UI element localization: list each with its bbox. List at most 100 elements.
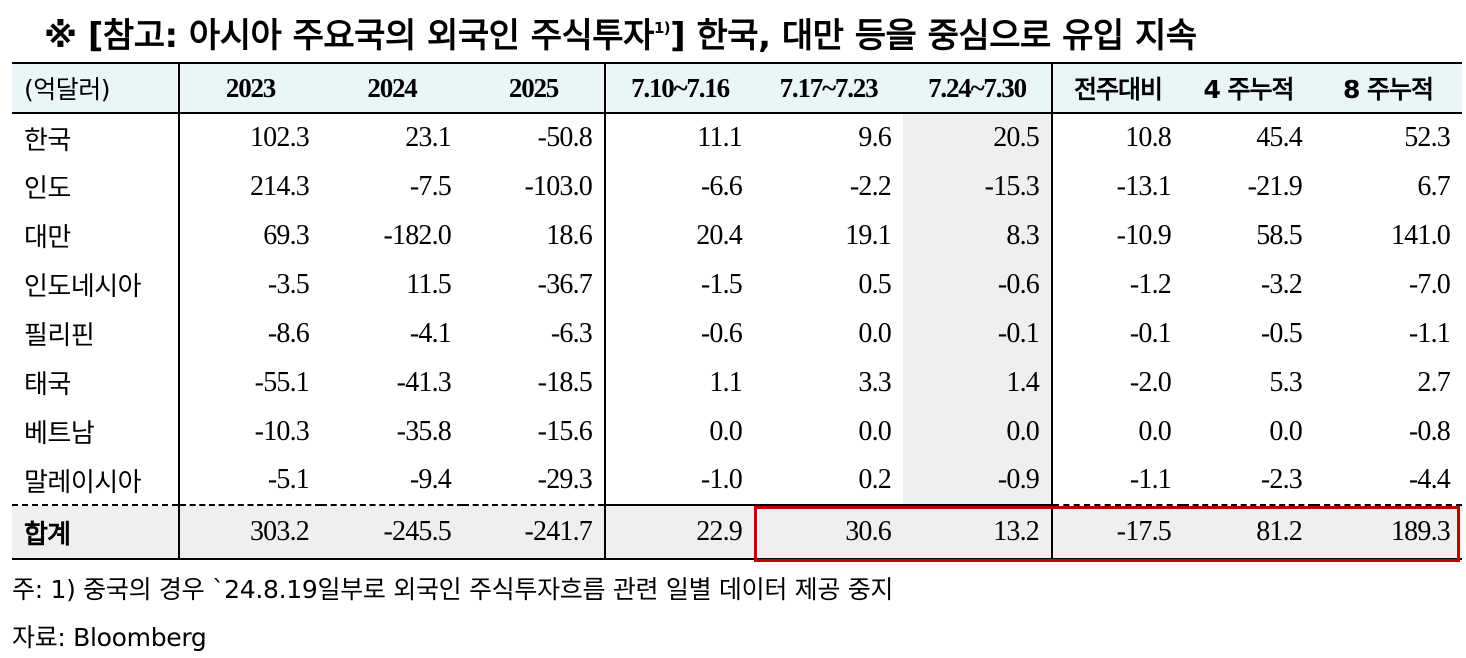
table-cell: -7.0 [1408, 268, 1451, 300]
table-cell: 6.7 [1417, 170, 1450, 202]
table-cell: 0.0 [903, 407, 1053, 456]
table-row: 인도네시아 -3.5 11.5 -36.7 -1.5 0.5 -0.6 -1.2 -3.2 -7.… [12, 260, 1462, 309]
total-label: 합계 [12, 505, 180, 560]
table-cell: 0.0 [858, 415, 891, 447]
foreign-equity-flow-table: (억달러) 2023 2024 2025 7.10~7.16 7.17~7.23… [12, 62, 1462, 560]
title-text: ※ [참고: 아시아 주요국의 외국인 주식투자 [44, 16, 654, 56]
table-cell: -7.5 [409, 170, 452, 202]
table-cell: -6.6 [700, 170, 743, 202]
country-name: 인도네시아 [12, 260, 180, 309]
table-cell: 1.1 [709, 366, 742, 398]
footnote: 주: 1) 중국의 경우 `24.8.19일부로 외국인 주식투자흐름 관련 일… [12, 575, 894, 604]
country-name: 대만 [12, 211, 180, 260]
table-cell: -3.2 [1260, 268, 1303, 300]
table-cell: 11.5 [406, 268, 452, 300]
total-cell: -17.5 [1052, 505, 1183, 560]
table-row: 말레이시아 -5.1 -9.4 -29.3 -1.0 0.2 -0.9 -1.1 -2.3 -4.… [12, 456, 1462, 506]
total-cell: 81.2 [1183, 505, 1314, 560]
table-cell: 69.3 [263, 219, 310, 251]
table-cell: 11.1 [697, 122, 743, 153]
table-cell: 23.1 [405, 122, 452, 153]
table-cell: -103.0 [463, 162, 606, 211]
table-cell: 0.5 [858, 268, 891, 300]
table-cell: 58.5 [1256, 219, 1303, 251]
table-cell: -8.6 [267, 317, 310, 349]
table-cell: -10.3 [254, 415, 310, 447]
total-cell: 30.6 [754, 505, 903, 560]
col-header-week3: 7.24~7.30 [903, 62, 1053, 114]
table-cell: 9.6 [858, 122, 891, 153]
table-cell: -0.8 [1408, 415, 1451, 447]
country-name: 태국 [12, 358, 180, 407]
total-cell: -245.5 [321, 505, 463, 560]
table-cell: -2.3 [1183, 456, 1314, 506]
total-row: 합계 303.2 -245.5 -241.7 22.9 30.6 13.2 -1… [12, 505, 1462, 560]
table-cell: -5.1 [179, 456, 321, 506]
table-cell: 0.0 [1138, 415, 1171, 447]
total-cell: -241.7 [463, 505, 606, 560]
table-cell: 0.0 [858, 317, 891, 349]
table-cell: 141.0 [1390, 219, 1451, 251]
table-cell: -2.0 [1129, 366, 1172, 398]
table-cell: 0.2 [754, 456, 903, 506]
table-cell: -2.2 [849, 170, 892, 202]
table-cell: -6.3 [463, 309, 606, 358]
table-cell: 5.3 [1269, 366, 1302, 398]
table-cell: -0.6 [903, 260, 1053, 309]
col-header-2025: 2025 [463, 62, 606, 114]
country-name: 말레이시아 [12, 456, 180, 506]
table-cell: -3.5 [267, 268, 310, 300]
table-cell: 19.1 [845, 219, 892, 251]
table-cell: 52.3 [1404, 122, 1451, 153]
table-cell: -13.1 [1116, 170, 1172, 202]
source-note: 자료: Bloomberg [12, 623, 207, 652]
col-header-8wk: 8 주누적 [1314, 62, 1462, 114]
table-cell: -4.4 [1314, 456, 1462, 506]
table-row: 대만 69.3 -182.0 18.6 20.4 19.1 8.3 -10.9 58.5 141.… [12, 211, 1462, 260]
country-name: 한국 [12, 113, 180, 162]
table-cell: 1.4 [903, 358, 1053, 407]
total-cell: 22.9 [605, 505, 754, 560]
table-cell: -15.3 [903, 162, 1053, 211]
table-cell: -35.8 [396, 415, 452, 447]
table-cell: 102.3 [249, 122, 310, 153]
table-cell: -0.1 [1129, 317, 1172, 349]
table-cell: -0.5 [1260, 317, 1303, 349]
table-cell: -10.9 [1116, 219, 1172, 251]
table-cell: -0.1 [903, 309, 1053, 358]
table-row: 필리핀 -8.6 -4.1 -6.3 -0.6 0.0 -0.1 -0.1 -0.5 -1.1 [12, 309, 1462, 358]
table-cell: -15.6 [463, 407, 606, 456]
col-header-2023: 2023 [179, 62, 321, 114]
table-row: 한국 102.3 23.1 -50.8 11.1 9.6 20.5 10.8 45.4 52.3 [12, 113, 1462, 162]
table-row: 베트남 -10.3 -35.8 -15.6 0.0 0.0 0.0 0.0 0.0 -0.8 [12, 407, 1462, 456]
table-cell: 3.3 [858, 366, 891, 398]
col-header-week1: 7.10~7.16 [605, 62, 754, 114]
table-cell: 20.4 [696, 219, 743, 251]
country-name: 베트남 [12, 407, 180, 456]
table-cell: -4.1 [409, 317, 452, 349]
table-cell: 20.5 [903, 113, 1053, 162]
total-cell: 189.3 [1314, 505, 1462, 560]
table-cell: -21.9 [1247, 170, 1303, 202]
table-cell: -182.0 [383, 219, 451, 251]
header-row: (억달러) 2023 2024 2025 7.10~7.16 7.17~7.23… [12, 62, 1462, 114]
table-cell: 8.3 [903, 211, 1053, 260]
table-cell: -36.7 [463, 260, 606, 309]
col-header-2024: 2024 [321, 62, 463, 114]
total-cell: 13.2 [903, 505, 1053, 560]
table-cell: -0.9 [903, 456, 1053, 506]
document-title: ※ [참고: 아시아 주요국의 외국인 주식투자1)] 한국, 대만 등을 중심… [44, 4, 1197, 60]
table-row: 인도 214.3 -7.5 -103.0 -6.6 -2.2 -15.3 -13.1 -21.9… [12, 162, 1462, 211]
table-cell: 0.0 [709, 415, 742, 447]
col-header-wow: 전주대비 [1052, 62, 1183, 114]
table-cell: 18.6 [463, 211, 606, 260]
table-cell: -1.0 [605, 456, 754, 506]
table-cell: -1.5 [700, 268, 743, 300]
title-footnote-mark: 1) [653, 19, 671, 37]
country-name: 인도 [12, 162, 180, 211]
table-cell: 0.0 [1269, 415, 1302, 447]
table-cell: 45.4 [1256, 122, 1303, 153]
unit-label: (억달러) [12, 62, 180, 114]
table-cell: -9.4 [321, 456, 463, 506]
table-cell: -55.1 [254, 366, 310, 398]
